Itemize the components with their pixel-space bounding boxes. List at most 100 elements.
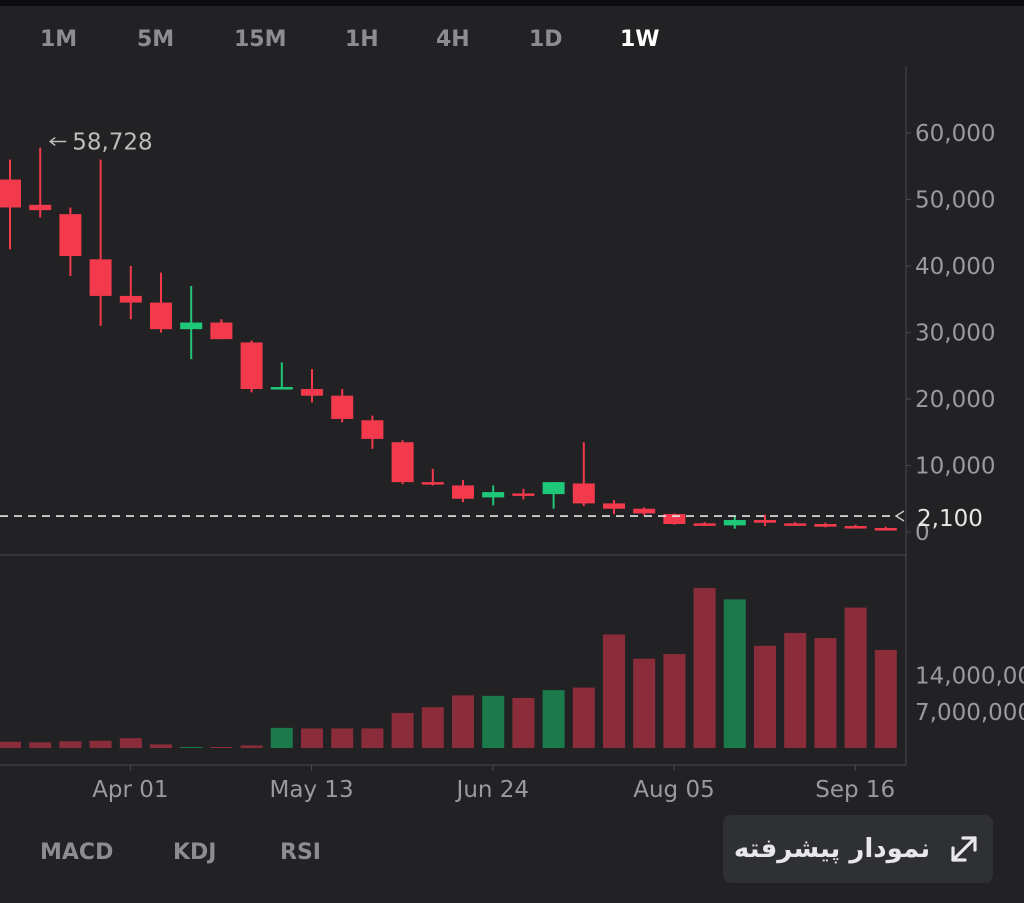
candle-body	[331, 395, 354, 419]
top-status-strip	[0, 0, 1024, 6]
candle-body	[512, 493, 535, 496]
candle-body	[723, 520, 746, 526]
price-tick-label: 0	[915, 520, 930, 546]
volume-bar	[512, 697, 535, 748]
volume-bar	[633, 658, 656, 748]
candle	[210, 319, 233, 340]
volume-bar	[210, 747, 233, 748]
volume-bar	[89, 740, 112, 748]
volume-bar	[572, 687, 595, 748]
volume-bar	[29, 742, 52, 748]
candle	[331, 389, 354, 423]
candle-body	[391, 442, 414, 483]
volume-bar	[270, 727, 293, 748]
price-volume-chart[interactable]: 0 10,000 20,000 30,000 40,000 50,000 60,000 7,0…	[0, 0, 1024, 810]
interval-tab-1d[interactable]: 1D	[529, 27, 563, 52]
volume-bar	[391, 712, 414, 748]
candle	[421, 468, 444, 486]
price-tick-label: 40,000	[915, 254, 995, 280]
candle-body	[754, 520, 776, 523]
price-tick-label: 50,000	[915, 188, 995, 214]
volume-bar	[119, 738, 142, 748]
current-price-label: 2,100	[917, 506, 983, 532]
candle-body	[240, 342, 263, 390]
price-tick-label: 20,000	[915, 387, 995, 413]
candle	[814, 522, 837, 528]
volume-bar	[361, 728, 384, 748]
candle-body	[361, 420, 384, 439]
volume-bar	[542, 690, 565, 748]
interval-tab-15m[interactable]: 15M	[234, 27, 287, 52]
candle-body	[844, 526, 867, 529]
volume-bar	[331, 728, 354, 748]
time-tick-label: Jun 24	[455, 777, 530, 803]
candle	[119, 266, 142, 320]
candle-body	[270, 387, 293, 390]
expand-arrows-icon	[951, 836, 977, 862]
volume-tick-label: 14,000,000	[915, 664, 1024, 690]
candle	[784, 522, 807, 527]
candle-body	[150, 302, 172, 330]
volume-bar	[180, 747, 203, 748]
indicator-tab-rsi[interactable]: RSI	[280, 840, 321, 865]
volume-bar	[150, 744, 172, 748]
volume-tick-label: 7,000,000	[915, 700, 1024, 726]
candle	[693, 522, 716, 527]
candle	[391, 440, 414, 485]
volume-bar	[723, 599, 746, 748]
candle	[542, 482, 565, 509]
candle	[874, 526, 897, 531]
volume-bar	[754, 645, 776, 748]
candle	[723, 516, 746, 529]
interval-tab-4h[interactable]: 4H	[436, 27, 470, 52]
price-tick-label: 30,000	[915, 321, 995, 347]
candle-body	[29, 204, 52, 211]
interval-tab-1h[interactable]: 1H	[345, 27, 379, 52]
candle	[150, 272, 172, 333]
volume-bar	[874, 649, 897, 748]
volume-bar	[663, 654, 686, 748]
candle-body	[89, 259, 112, 296]
candle	[59, 207, 82, 276]
candle	[29, 147, 52, 218]
interval-tab-1w[interactable]: 1W	[620, 27, 660, 52]
volume-bar	[814, 638, 837, 748]
candle	[482, 485, 505, 506]
indicator-tab-macd[interactable]: MACD	[40, 840, 114, 865]
volume-bar	[240, 745, 263, 748]
max-marker-arrow-icon	[48, 136, 56, 147]
interval-tab-1m[interactable]: 1M	[40, 27, 78, 52]
volume-bar	[421, 707, 444, 748]
time-tick-label: May 13	[270, 777, 354, 803]
candle	[452, 480, 474, 503]
time-tick-label: Aug 05	[633, 777, 715, 803]
advanced-chart-button[interactable]: نمودار پیشرفته	[723, 815, 993, 883]
volume-bar	[0, 741, 21, 748]
volume-bar	[452, 695, 474, 748]
candle-body	[542, 482, 565, 495]
candle-body	[210, 322, 233, 340]
candle-body	[421, 482, 444, 485]
volume-bar	[693, 588, 716, 748]
candle-body	[119, 295, 142, 303]
candle	[844, 524, 867, 529]
candle	[270, 362, 293, 390]
candle-body	[572, 483, 595, 504]
candle	[240, 340, 263, 393]
volume-bar	[482, 695, 505, 748]
candle	[572, 442, 595, 507]
candle	[754, 514, 776, 527]
candle	[301, 369, 323, 403]
indicator-tab-kdj[interactable]: KDJ	[173, 840, 217, 865]
interval-tab-5m[interactable]: 5M	[137, 27, 175, 52]
candle-body	[633, 508, 656, 514]
volume-bar	[59, 741, 82, 748]
candle-body	[814, 524, 837, 527]
max-marker-label: 58,728	[72, 129, 152, 155]
candle	[361, 415, 384, 449]
candle-body	[0, 179, 21, 208]
volume-bar	[301, 728, 323, 748]
candle-body	[180, 322, 203, 330]
candle	[89, 159, 112, 326]
